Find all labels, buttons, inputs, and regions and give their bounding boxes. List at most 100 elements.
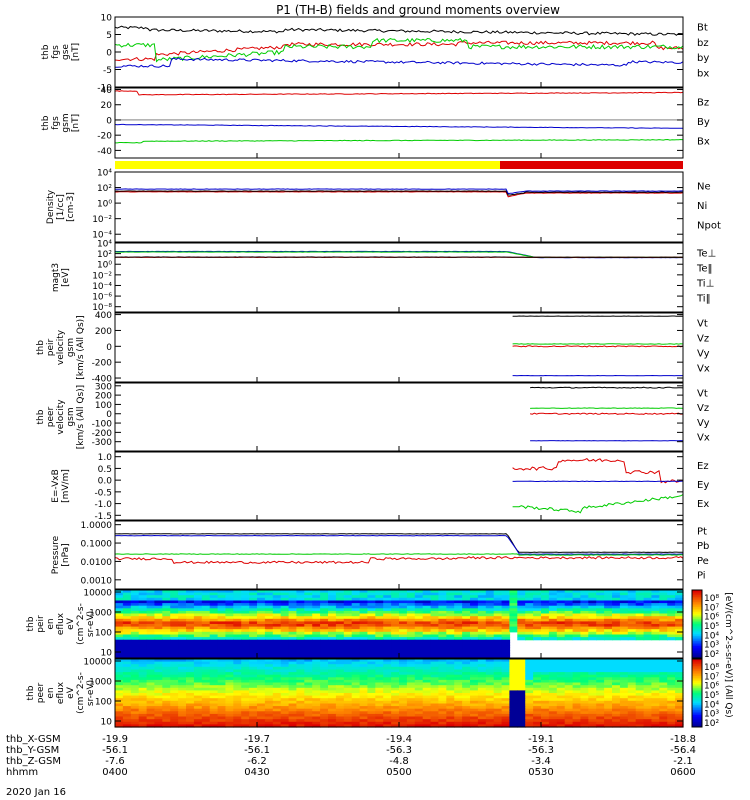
ylabel-p1-3: [nT] xyxy=(71,43,81,61)
ylabel-p5-4: [km/s (All Qs)] xyxy=(76,315,86,379)
tick-label-p3-2: 10⁰ xyxy=(97,200,112,210)
ylabel-p10-5: (cm^2-s- xyxy=(76,672,86,714)
colorbar-tick-1-3: 10⁵ xyxy=(704,691,719,701)
xaxis-value-0-4: -18.8 xyxy=(670,734,696,745)
tick-label-p8-0: 1.0000 xyxy=(81,521,113,531)
xaxis-value-3-1: 0430 xyxy=(244,767,269,778)
tick-label-p3-1: 10² xyxy=(97,184,112,194)
xaxis-row-name-3: hhmm xyxy=(6,767,38,778)
colorbar-tick-0-1: 10⁷ xyxy=(704,603,719,613)
legend-p1-2: by xyxy=(697,53,709,64)
panel-p9: 10000 1000 100 10 thb peir en eflux eV (cm^2-s-sr… xyxy=(26,589,684,659)
tick-label-p7-5: -1.5 xyxy=(94,512,112,522)
panel-p1: 10 5 0 -5 -10 thb fgs gse [nT] Bt bz by bx xyxy=(41,14,709,94)
colorbar-tick-0-0: 10⁸ xyxy=(704,594,719,604)
tick-label-p9-1: 1000 xyxy=(89,609,112,619)
tick-label-p1-0: 10 xyxy=(101,14,113,24)
ylabel-p2-2: gsm xyxy=(61,113,71,132)
ylabel-p10-2: en xyxy=(46,687,56,698)
panel-p8: 1.0000 0.1000 0.0100 0.0010 Pressure [nPa] Pt P… xyxy=(51,520,709,590)
ylabel-p4-1: [eV] xyxy=(61,268,71,287)
tick-label-p10-1: 1000 xyxy=(89,678,112,688)
tick-label-p1-3: -5 xyxy=(103,66,112,76)
legend-p2-2: Bx xyxy=(697,136,710,147)
ylabel-p6-2: velocity xyxy=(56,399,66,435)
panel-frame-p7 xyxy=(114,451,684,521)
tick-label-p2-1: 20 xyxy=(101,101,113,111)
ylabel-p7-0: E=-VxB xyxy=(51,469,61,503)
legend-p7-1: Ey xyxy=(697,480,709,491)
ylabel-p6-4: [km/s (All Qs)] xyxy=(76,385,86,449)
colorbar-label: [eV/(cm^2-s-sr-eV)] (All Qs) xyxy=(723,592,733,717)
panel-p5: 400 200 0 -200 -400 thb peir velocity gsm [km/s (… xyxy=(36,311,710,384)
ylabel-p3-2: [cm-3] xyxy=(66,192,76,222)
ylabel-p5-2: velocity xyxy=(56,329,66,365)
xaxis-value-3-2: 0500 xyxy=(386,767,411,778)
tick-label-p5-0: 400 xyxy=(95,311,112,321)
xaxis-value-1-1: -56.1 xyxy=(244,745,270,756)
series-p8-2 xyxy=(114,553,683,556)
legend-p7-2: Ex xyxy=(697,499,709,510)
tick-label-p6-1: 200 xyxy=(95,392,112,402)
panel-p2: 40 20 0 -20 -40 thb fgs gsm [nT] Bz By Bx xyxy=(41,86,710,159)
panel-frame-p5 xyxy=(114,312,684,383)
legend-p7-0: Ez xyxy=(697,461,709,472)
colorbar-0 xyxy=(691,589,703,659)
tick-label-p6-6: -300 xyxy=(92,438,113,448)
xaxis-value-0-0: -19.9 xyxy=(102,734,128,745)
colorbar-tick-1-5: 10³ xyxy=(704,710,719,720)
ylabel-p6-0: thb xyxy=(36,409,46,424)
legend-p8-1: Pb xyxy=(697,541,709,552)
panel-p10: 10000 1000 100 10 thb peer en eflux eV (cm^2-s-sr… xyxy=(26,658,684,728)
tick-label-p3-0: 10⁴ xyxy=(97,169,112,179)
tick-label-p3-4: 10⁻⁴ xyxy=(92,231,112,241)
tick-label-p7-2: 0.0 xyxy=(98,477,113,487)
ylabel-p10-1: peer xyxy=(36,682,46,703)
tick-label-p7-0: 1.0 xyxy=(98,453,113,463)
ylabel-p5-1: peir xyxy=(46,338,56,356)
legend-p1-1: bz xyxy=(697,38,709,49)
legend-p3-0: Ne xyxy=(697,182,711,193)
ylabel-p6-1: peer xyxy=(46,406,56,427)
tick-label-p5-4: -400 xyxy=(92,375,113,385)
tick-label-p6-4: -100 xyxy=(92,420,113,430)
series-p3-2 xyxy=(114,188,683,195)
ylabel-p2-0: thb xyxy=(41,115,51,130)
legend-p8-0: Pt xyxy=(697,526,707,537)
mode-bar xyxy=(115,161,683,169)
ylabel-p7-1: [mV/m] xyxy=(61,469,71,503)
series-p7-2 xyxy=(512,494,684,514)
xaxis-value-1-4: -56.4 xyxy=(670,745,696,756)
legend-p4-0: Te⊥ xyxy=(696,249,716,260)
tick-label-p8-2: 0.0100 xyxy=(81,558,113,568)
tick-label-p7-4: -1.0 xyxy=(94,500,112,510)
xaxis-row-name-2: thb_Z-GSM xyxy=(6,756,61,767)
tick-label-p4-0: 10⁴ xyxy=(97,240,112,250)
legend-p5-2: Vy xyxy=(697,349,710,360)
xaxis-value-1-0: -56.1 xyxy=(102,745,128,756)
series-p1-2 xyxy=(114,37,684,63)
ylabel-p8-1: [nPa] xyxy=(61,543,71,566)
date-label: 2020 Jan 16 xyxy=(6,787,66,798)
ylabel-p9-4: eV xyxy=(66,617,76,630)
legend-p2-0: Bz xyxy=(697,98,709,109)
xaxis-value-3-0: 0400 xyxy=(102,767,127,778)
tick-label-p5-1: 200 xyxy=(95,327,112,337)
series-p2-2 xyxy=(114,123,683,129)
panel-p3: 10⁴ 10² 10⁰ 10⁻² 10⁻⁴ Density [1/cc] [cm-3] Ne Ni… xyxy=(46,169,721,243)
mode-bar-red xyxy=(500,161,683,169)
ylabel-p1-1: fgs xyxy=(51,45,61,59)
xaxis-value-1-2: -56.3 xyxy=(386,745,412,756)
mode-bar-yellow xyxy=(115,161,500,169)
legend-p4-3: Ti‖ xyxy=(696,294,711,305)
colorbar-tick-1-2: 10⁶ xyxy=(704,682,719,692)
ylabel-p9-1: peir xyxy=(36,615,46,633)
series-p5-2 xyxy=(512,343,684,345)
heatmap-p10 xyxy=(115,659,684,728)
panel-p7: 1.0 0.5 0.0-0.5 -1.0 -1.5 E=-VxB [mV/m] Ez Ey Ex xyxy=(51,451,709,522)
tick-label-p4-2: 10⁰ xyxy=(97,261,112,271)
colorbar-tick-1-4: 10⁴ xyxy=(704,700,719,710)
ylabel-p10-6: sr-eV) xyxy=(86,680,96,706)
ylabel-p3-1: [1/cc] xyxy=(56,194,66,220)
